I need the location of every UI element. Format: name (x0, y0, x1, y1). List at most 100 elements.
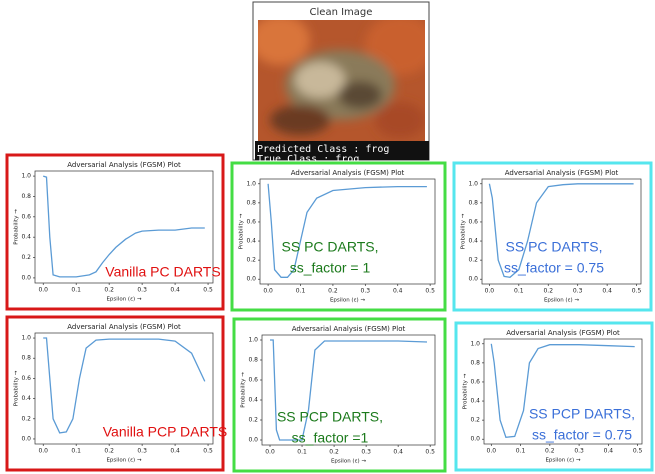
x-tick-label: 0.5 (203, 287, 213, 294)
x-tick-label: 0.3 (361, 288, 371, 295)
annotation: ss_factor = 0.75 (504, 260, 604, 276)
y-tick-label: 1.0 (248, 337, 258, 344)
x-tick-label: 0.5 (425, 288, 435, 295)
x-axis-label: Epsilon (ε) → (331, 459, 366, 465)
x-axis-label: Epsilon (ε) → (330, 298, 365, 304)
x-tick-label: 0.4 (602, 288, 612, 295)
y-tick-label: 0.2 (21, 254, 31, 261)
annotation: ss_factor =1 (292, 430, 369, 446)
x-tick-label: 0.0 (485, 288, 495, 295)
x-tick-label: 0.5 (425, 449, 435, 456)
y-tick-label: 0.8 (248, 357, 258, 364)
clean-image-panel: Clean Image Predicted Class : frog True … (250, 2, 435, 165)
image-title: Clean Image (310, 7, 373, 18)
chart-panel: Adversarial Analysis (FGSM) Plot 0.0 0.1 0.… (454, 163, 651, 310)
y-tick-label: 1.0 (21, 173, 31, 180)
y-tick-label: 0.0 (248, 437, 258, 444)
y-tick-label: 0.2 (246, 257, 256, 264)
annotation: ss_factor = 1 (290, 260, 371, 276)
annotation: Vanilla PCP DARTS (103, 424, 228, 440)
y-axis-label: Probability → (14, 209, 20, 245)
x-tick-label: 0.3 (137, 287, 147, 294)
y-tick-label: 0.0 (470, 436, 480, 443)
page: Clean Image Predicted Class : frog True … (0, 0, 655, 474)
x-tick-label: 0.4 (170, 448, 180, 455)
blob (250, 15, 310, 65)
x-tick-label: 0.5 (632, 288, 642, 295)
x-tick-label: 0.3 (573, 288, 583, 295)
y-tick-label: 0.2 (21, 415, 31, 422)
annotation: SS PC DARTS, (506, 239, 603, 255)
y-tick-label: 1.0 (468, 180, 478, 187)
x-tick-label: 0.0 (263, 288, 273, 295)
blob (338, 81, 382, 109)
annotation: SS PC DARTS, (282, 239, 379, 255)
y-tick-label: 0.4 (470, 398, 480, 405)
x-tick-label: 0.2 (329, 449, 339, 456)
frog-image (250, 15, 435, 141)
y-tick-label: 0.6 (246, 218, 256, 225)
x-tick-label: 0.3 (137, 448, 147, 455)
chart-title: Adversarial Analysis (FGSM) Plot (505, 169, 619, 177)
chart-title: Adversarial Analysis (FGSM) Plot (67, 161, 181, 169)
x-axis-label: Epsilon (ε) → (545, 458, 580, 464)
y-tick-label: 0.2 (468, 257, 478, 264)
x-tick-label: 0.2 (104, 448, 114, 455)
y-tick-label: 0.6 (21, 375, 31, 382)
y-axis-label: Probability → (239, 213, 245, 249)
x-tick-label: 0.5 (203, 448, 213, 455)
y-tick-label: 0.8 (21, 355, 31, 362)
x-axis-label: Epsilon (ε) → (106, 297, 141, 303)
x-tick-label: 0.1 (296, 288, 306, 295)
y-tick-label: 0.8 (21, 193, 31, 200)
x-tick-label: 0.3 (361, 449, 371, 456)
y-tick-label: 1.0 (246, 180, 256, 187)
annotation: Vanilla PC DARTS (105, 264, 220, 280)
y-axis-label: Probability → (241, 372, 247, 408)
y-axis-label: Probability → (461, 213, 467, 249)
blob (270, 105, 330, 135)
x-tick-label: 0.1 (514, 288, 524, 295)
x-tick-label: 0.2 (543, 288, 553, 295)
x-tick-label: 0.2 (104, 287, 114, 294)
y-tick-label: 0.8 (470, 359, 480, 366)
x-axis-label: Epsilon (ε) → (106, 458, 141, 464)
y-tick-label: 0.6 (468, 218, 478, 225)
x-tick-label: 0.2 (328, 288, 338, 295)
annotation: ss_factor = 0.75 (532, 427, 632, 443)
chart-title: Adversarial Analysis (FGSM) Plot (67, 323, 181, 331)
x-tick-label: 0.0 (487, 448, 497, 455)
blob (375, 102, 425, 138)
y-axis-label: Probability → (463, 373, 469, 409)
y-tick-label: 0.4 (248, 397, 258, 404)
x-tick-label: 0.1 (71, 448, 81, 455)
y-tick-label: 0.4 (468, 238, 478, 245)
y-tick-label: 1.0 (470, 340, 480, 347)
chart-title: Adversarial Analysis (FGSM) Plot (291, 169, 405, 177)
chart-panel: Adversarial Analysis (FGSM) Plot 0.0 0.1 0.… (232, 163, 445, 310)
chart-title: Adversarial Analysis (FGSM) Plot (506, 329, 620, 337)
y-tick-label: 0.4 (21, 395, 31, 402)
y-tick-label: 0.6 (21, 213, 31, 220)
blob (295, 62, 345, 98)
y-tick-label: 0.0 (246, 276, 256, 283)
y-tick-label: 0.0 (21, 435, 31, 442)
x-tick-label: 0.0 (265, 449, 275, 456)
x-axis-label: Epsilon (ε) → (544, 298, 579, 304)
x-tick-label: 0.3 (574, 448, 584, 455)
x-tick-label: 0.4 (604, 448, 614, 455)
x-tick-label: 0.4 (170, 287, 180, 294)
y-tick-label: 0.4 (21, 234, 31, 241)
y-tick-label: 0.2 (470, 417, 480, 424)
y-tick-label: 0.0 (21, 274, 31, 281)
y-tick-label: 0.2 (248, 417, 258, 424)
annotation: SS PCP DARTS, (529, 406, 635, 422)
figure: Clean Image Predicted Class : frog True … (0, 0, 655, 474)
y-tick-label: 0.0 (468, 276, 478, 283)
x-tick-label: 0.2 (545, 448, 555, 455)
chart-panel: Adversarial Analysis (FGSM) Plot 0.0 0.1 0.… (7, 317, 227, 470)
y-tick-label: 0.6 (470, 378, 480, 385)
x-tick-label: 0.1 (516, 448, 526, 455)
